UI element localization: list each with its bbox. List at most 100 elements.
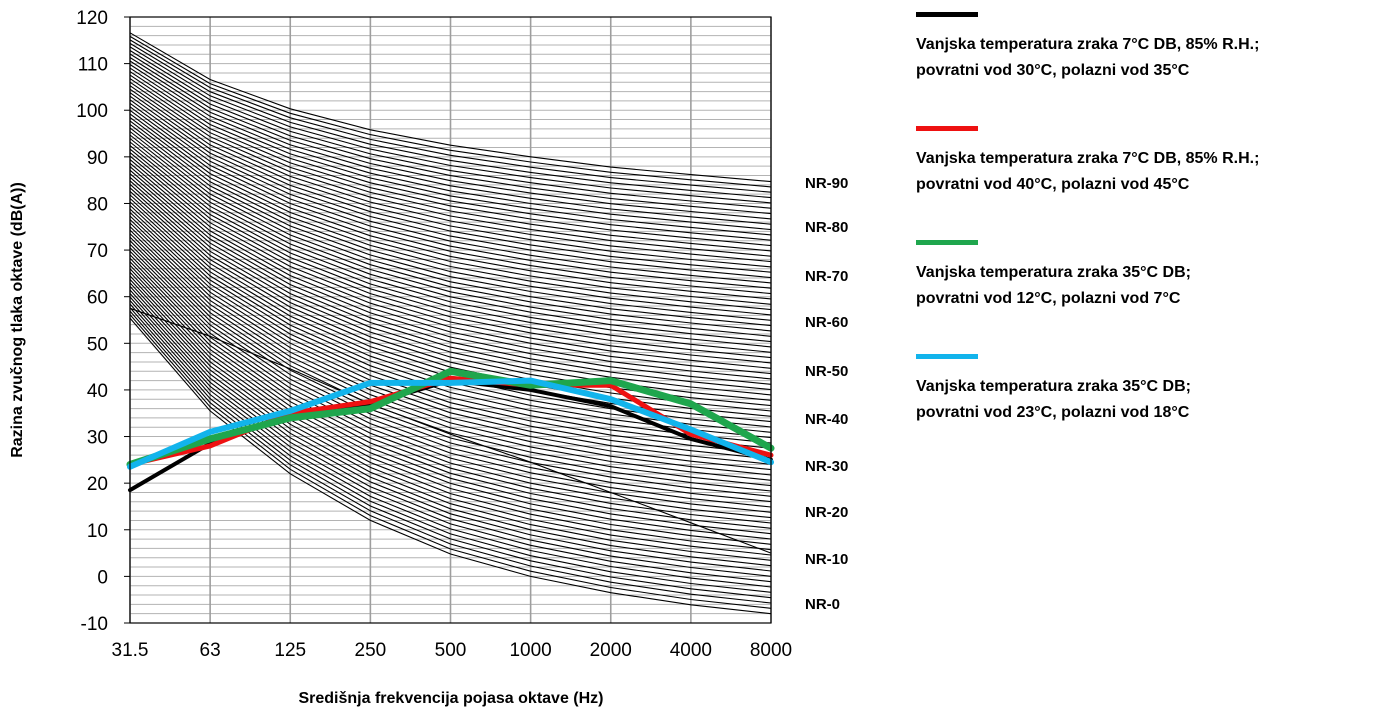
x-tick-label: 31.5 bbox=[112, 640, 149, 661]
plot-frame bbox=[129, 16, 772, 624]
y-tick-label: 70 bbox=[87, 241, 108, 262]
nr-curve bbox=[129, 204, 772, 444]
nr-curve bbox=[129, 113, 772, 305]
series-line bbox=[127, 377, 774, 470]
nr-label: NR-50 bbox=[805, 363, 848, 380]
nr-label: NR-10 bbox=[805, 551, 848, 568]
nr-curve bbox=[129, 53, 772, 215]
nr-curve bbox=[129, 254, 772, 519]
nr-curve bbox=[129, 222, 772, 471]
x-tick-label: 500 bbox=[435, 640, 467, 661]
nr-curve bbox=[129, 271, 772, 545]
x-tick-label: 2000 bbox=[590, 640, 632, 661]
nr-curve bbox=[129, 176, 772, 401]
nr-curve bbox=[129, 88, 772, 268]
nr-curve bbox=[129, 127, 772, 327]
nr-curve bbox=[129, 155, 772, 369]
nr-label: NR-70 bbox=[805, 268, 848, 285]
nr-curve bbox=[129, 187, 772, 417]
nr-curve bbox=[129, 46, 772, 204]
x-tick-label: 125 bbox=[274, 640, 306, 661]
y-tick-label: 80 bbox=[87, 194, 108, 215]
legend-swatch bbox=[916, 126, 978, 131]
nr-curve bbox=[129, 264, 772, 535]
nr-curve bbox=[129, 116, 772, 311]
nr-curve bbox=[129, 32, 772, 183]
nr-curve bbox=[129, 166, 772, 385]
y-axis-title: Razina zvučnog tlaka oktave (dB(A)) bbox=[9, 182, 26, 458]
nr-curve bbox=[129, 257, 772, 524]
nr-curve bbox=[129, 92, 772, 273]
legend-label: Vanjska temperatura zraka 7°C DB, 85% R.… bbox=[916, 36, 1260, 79]
nr-curve bbox=[129, 138, 772, 343]
legend-swatch bbox=[916, 354, 978, 359]
nr-curve bbox=[129, 109, 772, 300]
nr-curve bbox=[129, 64, 772, 231]
nr-curve bbox=[129, 141, 772, 348]
y-tick-label: 10 bbox=[87, 521, 108, 542]
nr-label: NR-90 bbox=[805, 175, 848, 192]
nr-curve bbox=[129, 152, 772, 364]
nr-label: NR-40 bbox=[805, 411, 848, 428]
nr-curve bbox=[129, 296, 772, 583]
y-tick-label: 120 bbox=[76, 8, 108, 29]
nr-curve bbox=[129, 131, 772, 332]
nr-curve bbox=[129, 261, 772, 529]
nr-curve bbox=[129, 286, 772, 567]
nr-label: NR-20 bbox=[805, 504, 848, 521]
nr-curve bbox=[129, 215, 772, 460]
y-tick-label: 100 bbox=[76, 101, 108, 122]
nr-curve bbox=[129, 243, 772, 503]
nr-curve bbox=[129, 106, 772, 295]
nr-curve bbox=[129, 208, 772, 449]
nr-curve bbox=[129, 282, 772, 561]
nr-curve bbox=[129, 303, 772, 593]
nr-curve bbox=[129, 71, 772, 241]
nr-curve bbox=[129, 159, 772, 375]
nr-curve bbox=[129, 300, 772, 588]
nr-curve bbox=[129, 95, 772, 279]
y-tick-label: 50 bbox=[87, 334, 108, 355]
nr-curve bbox=[129, 250, 772, 513]
nr-curve bbox=[129, 212, 772, 455]
y-tick-label: 40 bbox=[87, 381, 108, 402]
nr-curve bbox=[129, 173, 772, 396]
y-tick-label: 0 bbox=[97, 567, 108, 588]
y-tick-label: 110 bbox=[78, 55, 108, 76]
nr-curve bbox=[129, 145, 772, 353]
nr-curve bbox=[129, 74, 772, 247]
legend-item: Vanjska temperatura zraka 7°C DB, 85% R.… bbox=[916, 8, 1366, 122]
nr-curve bbox=[129, 42, 772, 199]
legend-item: Vanjska temperatura zraka 35°C DB; povrat… bbox=[916, 236, 1366, 350]
legend-swatch bbox=[916, 240, 978, 245]
legend-swatch bbox=[916, 12, 978, 17]
nr-label: NR-30 bbox=[805, 458, 848, 475]
nr-curve bbox=[129, 81, 772, 257]
nr-curve bbox=[129, 289, 772, 572]
x-tick-label: 4000 bbox=[670, 640, 712, 661]
nr-curve bbox=[129, 67, 772, 236]
nr-curve bbox=[129, 57, 772, 220]
x-tick-label: 1000 bbox=[509, 640, 551, 661]
x-tick-label: 250 bbox=[355, 640, 387, 661]
nr-labels: NR-0 NR-10 NR-20 NR-30 NR-40 NR-50 NR-60 NR-70 N… bbox=[805, 175, 848, 613]
legend-item: Vanjska temperatura zraka 35°C DB; povrat… bbox=[916, 350, 1366, 464]
nr-curve bbox=[129, 293, 772, 577]
nr-curve bbox=[129, 240, 772, 497]
nr-curve bbox=[129, 162, 772, 380]
y-tick-label: 20 bbox=[87, 474, 108, 495]
y-tick-label: -10 bbox=[81, 614, 108, 635]
nr-label: NR-80 bbox=[805, 219, 848, 236]
nr-curves bbox=[129, 32, 772, 615]
nr-curve bbox=[129, 85, 772, 263]
extra-curve bbox=[129, 307, 772, 554]
y-tick-label: 60 bbox=[87, 288, 108, 309]
nr-curve bbox=[129, 226, 772, 476]
nr-curve bbox=[129, 102, 772, 289]
nr-curve bbox=[129, 35, 772, 188]
nr-curve bbox=[129, 279, 772, 556]
x-tick-label: 63 bbox=[200, 640, 221, 661]
nr-curve bbox=[129, 123, 772, 321]
series-line bbox=[126, 367, 775, 468]
